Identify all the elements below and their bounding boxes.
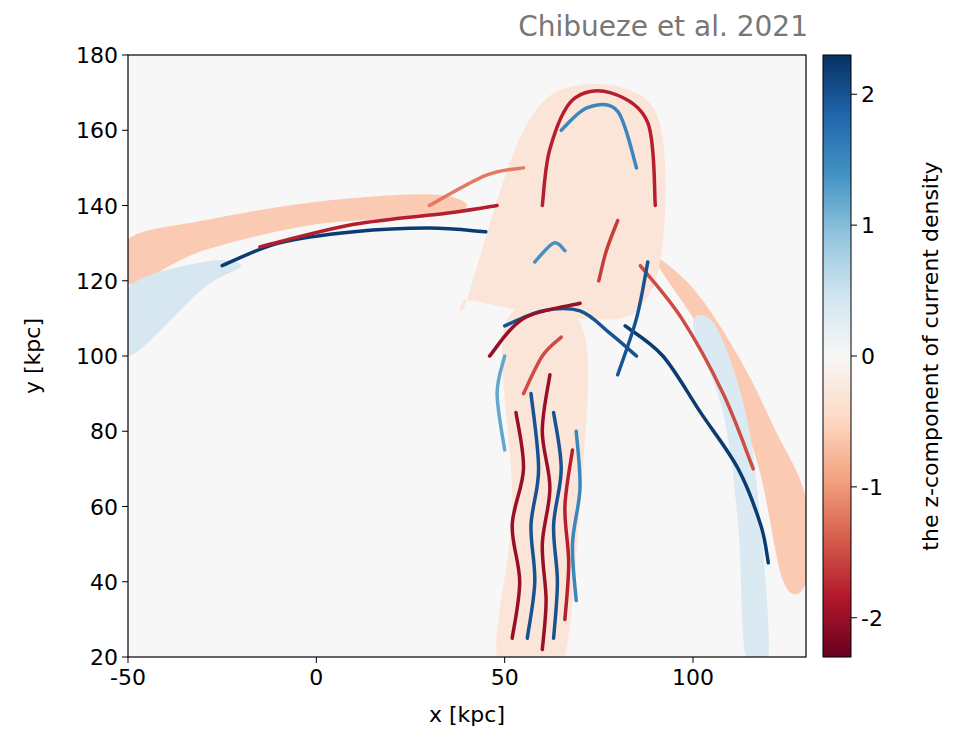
y-tick	[122, 356, 128, 357]
filament	[565, 450, 573, 619]
filament	[542, 91, 655, 206]
filament	[599, 221, 618, 281]
title: Chibueze et al. 2021	[518, 10, 808, 43]
y-tick-label: 120	[76, 269, 118, 294]
x-tick	[504, 657, 505, 663]
filament	[535, 243, 565, 262]
region	[460, 84, 666, 319]
x-tick	[128, 657, 129, 663]
x-tick-label: 50	[491, 665, 519, 690]
filament	[260, 206, 497, 247]
x-tick-label: 0	[309, 665, 323, 690]
x-tick	[316, 657, 317, 663]
filament	[625, 326, 768, 563]
y-tick-label: 40	[90, 570, 118, 595]
region	[693, 315, 769, 657]
y-tick	[122, 581, 128, 582]
y-tick	[122, 205, 128, 206]
filament	[554, 412, 562, 638]
colorbar-title: the z-component of current density	[918, 161, 943, 550]
y-tick-label: 160	[76, 118, 118, 143]
colorbar-tick	[851, 617, 857, 618]
filament	[527, 394, 538, 639]
y-tick-label: 60	[90, 495, 118, 520]
y-tick	[122, 431, 128, 432]
filament	[572, 431, 580, 600]
x-tick-label: 100	[672, 665, 714, 690]
colorbar-tick-label: -1	[861, 475, 883, 500]
y-tick-label: 180	[76, 43, 118, 68]
colorbar-tick	[851, 356, 857, 357]
y-tick-label: 20	[90, 645, 118, 670]
colorbar	[823, 55, 851, 657]
filament	[618, 262, 648, 375]
filament	[561, 105, 636, 168]
colorbar-tick-label: 2	[861, 82, 875, 107]
colorbar-tick-label: 1	[861, 213, 875, 238]
x-tick	[693, 657, 694, 663]
y-axis-title: y [kpc]	[20, 318, 45, 394]
x-axis-title: x [kpc]	[429, 702, 505, 727]
y-tick	[122, 657, 128, 658]
plot-frame	[128, 55, 806, 657]
filament	[497, 356, 505, 450]
y-tick	[122, 280, 128, 281]
y-tick	[122, 130, 128, 131]
filament	[640, 266, 753, 469]
filament	[429, 168, 523, 206]
y-tick	[122, 506, 128, 507]
region	[128, 260, 241, 356]
colorbar-tick-label: -2	[861, 606, 883, 631]
filament	[512, 412, 523, 638]
filament	[524, 337, 562, 393]
data-layer	[128, 84, 806, 657]
plot-background	[128, 55, 806, 657]
chart: -5005010020406080100120140160180x [kpc]y…	[0, 0, 966, 742]
y-tick-label: 140	[76, 194, 118, 219]
filament	[490, 303, 580, 356]
region	[496, 304, 588, 657]
filament	[505, 308, 637, 356]
filament	[542, 375, 550, 650]
colorbar-tick-label: 0	[861, 344, 875, 369]
y-tick-label: 80	[90, 419, 118, 444]
y-tick-label: 100	[76, 344, 118, 369]
colorbar-tick	[851, 94, 857, 95]
colorbar-tick	[851, 225, 857, 226]
y-tick	[122, 55, 128, 56]
colorbar-tick	[851, 486, 857, 487]
